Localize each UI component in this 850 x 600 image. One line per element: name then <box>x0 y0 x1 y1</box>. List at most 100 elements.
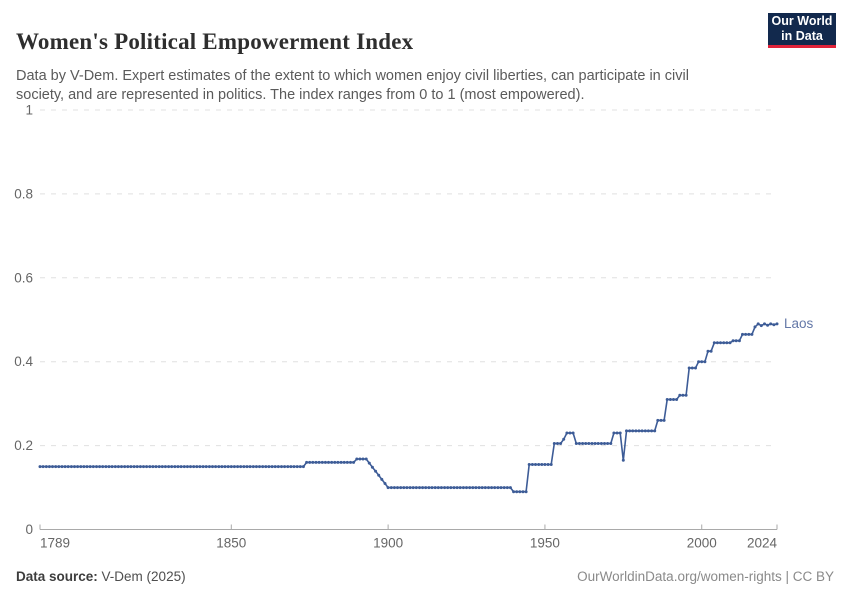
series-marker <box>69 465 73 469</box>
series-marker <box>772 323 776 327</box>
series-marker <box>258 465 261 469</box>
x-axis-tick-label: 1900 <box>373 536 403 551</box>
series-marker <box>697 360 701 364</box>
series-marker <box>236 465 240 469</box>
x-axis-tick-label: 2024 <box>747 536 778 551</box>
series-marker <box>289 465 293 469</box>
series-marker <box>167 465 171 469</box>
series-marker <box>634 429 638 433</box>
owid-logo[interactable]: Our World in Data <box>768 13 836 48</box>
series-marker <box>389 486 393 490</box>
series-marker <box>305 460 309 464</box>
series-marker <box>593 442 597 445</box>
series-marker <box>449 486 453 490</box>
series-marker <box>327 460 330 464</box>
series-marker <box>411 486 415 490</box>
series-marker <box>251 465 255 469</box>
series-marker <box>455 486 459 490</box>
series-marker <box>690 366 694 370</box>
series-marker <box>556 442 559 445</box>
series-marker <box>709 349 713 353</box>
series-marker <box>703 360 707 364</box>
x-axis-tick-label: 1950 <box>530 536 560 551</box>
series-marker <box>116 465 120 469</box>
series-marker <box>198 465 202 469</box>
series-marker <box>392 486 396 490</box>
series-marker <box>154 465 158 469</box>
series-marker <box>571 431 575 435</box>
series-marker <box>295 465 299 469</box>
series-marker <box>599 442 603 445</box>
series-marker <box>681 393 685 397</box>
series-marker <box>38 465 42 469</box>
y-axis-tick-label: 1 <box>25 103 33 118</box>
series-marker <box>229 465 233 469</box>
series-marker <box>452 486 456 490</box>
series-marker <box>66 465 70 469</box>
entity-label-laos: Laos <box>784 316 814 331</box>
series-marker <box>248 465 252 469</box>
series-marker <box>280 465 283 469</box>
series-marker <box>396 486 399 490</box>
series-marker <box>408 486 412 490</box>
series-marker <box>41 465 45 469</box>
series-marker <box>496 486 500 490</box>
series-marker <box>712 341 716 345</box>
series-marker <box>439 486 443 490</box>
series-marker <box>298 465 302 469</box>
series-marker <box>314 460 318 464</box>
series-marker <box>82 465 86 469</box>
series-marker <box>135 465 139 469</box>
series-marker <box>574 442 578 445</box>
series-marker <box>524 490 528 494</box>
series-marker <box>201 465 205 469</box>
series-marker <box>317 460 321 464</box>
series-marker <box>433 486 437 490</box>
series-marker <box>747 332 751 336</box>
series-marker <box>621 458 625 462</box>
series-marker <box>211 465 214 469</box>
series-marker <box>775 322 779 326</box>
series-marker <box>436 486 440 490</box>
series-marker <box>342 460 346 464</box>
series-marker <box>769 322 773 326</box>
series-marker <box>380 477 384 481</box>
y-axis-tick-label: 0.6 <box>14 270 33 285</box>
series-marker <box>646 429 650 433</box>
series-marker <box>461 486 465 490</box>
series-marker <box>483 486 487 490</box>
series-marker <box>301 465 305 469</box>
series-marker <box>129 465 133 469</box>
series-marker <box>98 465 102 469</box>
series-marker <box>185 465 189 469</box>
series-marker <box>668 398 672 401</box>
series-marker <box>515 490 519 494</box>
series-marker <box>606 442 610 445</box>
series-marker <box>361 457 365 461</box>
series-marker <box>214 465 218 469</box>
series-marker <box>490 486 494 490</box>
series-marker <box>527 463 531 466</box>
series-marker <box>565 431 569 435</box>
series-marker <box>543 463 547 466</box>
series-marker <box>330 460 334 464</box>
series-marker <box>242 465 246 469</box>
series-marker <box>706 349 710 353</box>
series-marker <box>217 465 221 469</box>
series-marker <box>480 486 484 490</box>
series-marker <box>615 431 619 435</box>
series-marker <box>73 465 76 469</box>
series-marker <box>675 398 679 401</box>
series-marker <box>590 442 594 445</box>
footer-credit[interactable]: OurWorldinData.org/women-rights | CC BY <box>577 569 834 584</box>
series-marker <box>95 465 98 469</box>
series-marker <box>618 431 622 435</box>
series-marker <box>659 418 663 422</box>
series-marker <box>471 486 475 490</box>
series-marker <box>261 465 265 469</box>
series-marker <box>355 457 359 461</box>
series-marker <box>345 460 349 464</box>
series-marker <box>142 465 145 469</box>
series-marker <box>126 465 130 469</box>
